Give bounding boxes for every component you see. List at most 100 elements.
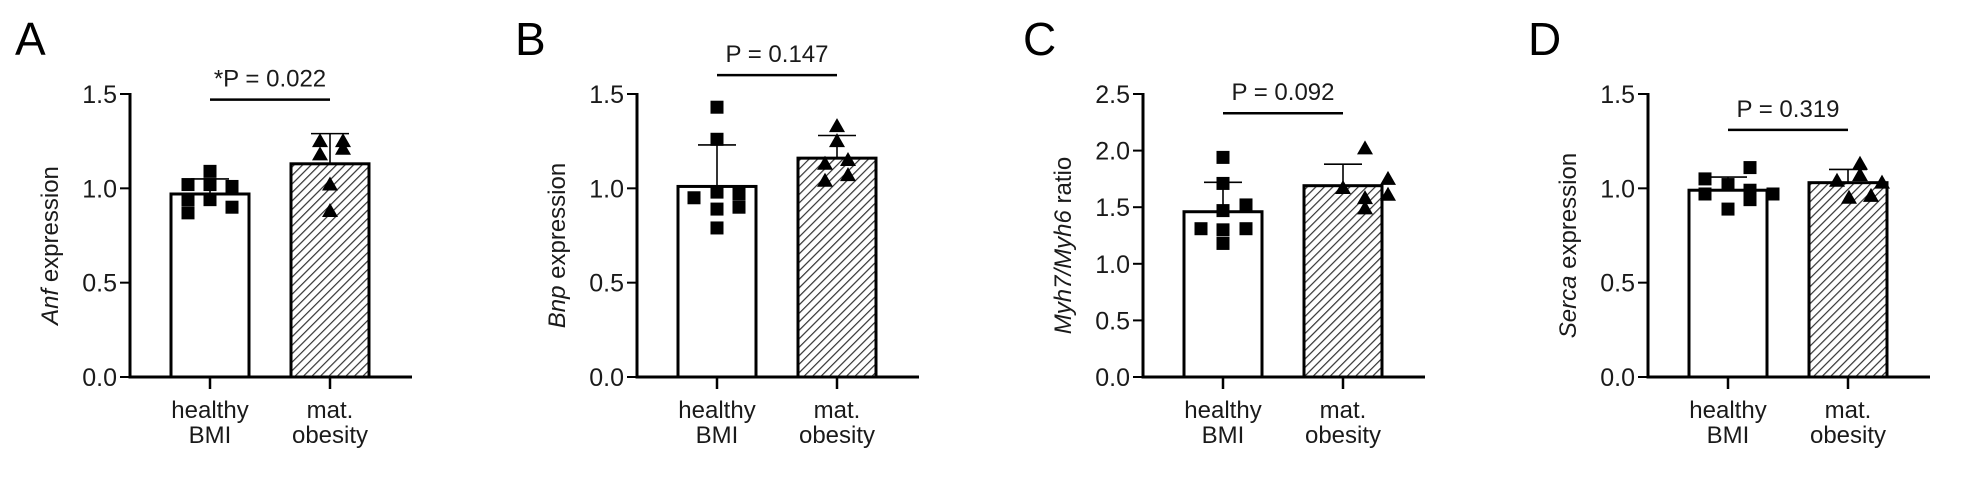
y-tick-label: 1.5 (1095, 194, 1130, 222)
y-tick-label: 1.0 (1600, 175, 1635, 203)
panel-c: C 0.0 0.5 1.0 1.5 2.0 2.5 Myh7/Myh6 ratio health… (1023, 13, 1425, 449)
data-point-triangle (1335, 179, 1351, 194)
data-point-square (710, 185, 724, 199)
data-point-triangle (1357, 140, 1373, 155)
data-point-triangle (840, 152, 856, 167)
data-point-square (181, 206, 195, 220)
y-tick-label: 1.5 (1600, 81, 1635, 109)
data-point-triangle (817, 172, 833, 187)
x-category-label: mat. (814, 397, 861, 424)
data-point-square (1216, 176, 1230, 190)
y-axis-label-unit: ratio (1050, 157, 1077, 210)
data-point-square (1698, 172, 1712, 186)
x-category-label: mat. (1825, 397, 1872, 424)
data-point-triangle (322, 202, 338, 217)
data-point-square (181, 178, 195, 192)
data-point-square (710, 221, 724, 235)
panel-letter: B (515, 13, 546, 65)
bar-mat-obesity (1302, 184, 1384, 379)
data-point-square (1721, 202, 1735, 216)
p-value-label: P = 0.092 (1232, 79, 1335, 106)
x-category-label: mat. (1320, 397, 1367, 424)
panel-letter: C (1023, 13, 1056, 65)
x-category-label: healthy (171, 397, 248, 424)
data-point-triangle (829, 133, 845, 148)
y-tick-label: 2.0 (1095, 138, 1130, 166)
data-point-triangle (1852, 155, 1868, 170)
data-point-triangle (1380, 170, 1396, 185)
data-point-square (1743, 193, 1757, 207)
x-category-label: healthy (1689, 397, 1766, 424)
bar-mat-obesity (1807, 181, 1889, 379)
data-point-square (1239, 198, 1253, 212)
panel-letter: D (1528, 13, 1561, 65)
data-point-triangle (312, 146, 328, 161)
x-category-label: mat. (307, 397, 354, 424)
data-point-square (1216, 223, 1230, 237)
y-tick-label: 0.0 (589, 364, 624, 392)
y-tick-label: 1.0 (589, 175, 624, 203)
y-axis-label-unit: expression (544, 163, 571, 286)
data-point-square (203, 193, 217, 207)
data-point-square (710, 202, 724, 216)
y-tick-label: 1.5 (82, 81, 117, 109)
x-category-label: obesity (1305, 422, 1381, 449)
panel-letter: A (15, 13, 46, 65)
x-category-label: BMI (189, 422, 232, 449)
data-point-triangle (817, 155, 833, 170)
data-point-square (732, 187, 746, 201)
data-point-square (203, 164, 217, 178)
data-point-triangle (1357, 200, 1373, 215)
data-point-square (203, 178, 217, 192)
x-category-label: obesity (292, 422, 368, 449)
data-point-triangle (1863, 187, 1879, 202)
data-point-square (225, 200, 239, 214)
bar-mat-obesity (289, 162, 371, 379)
x-category-label: BMI (1707, 422, 1750, 449)
data-point-triangle (312, 133, 328, 148)
y-axis-label: Bnp expression (544, 163, 571, 328)
p-value-label: P = 0.319 (1737, 96, 1840, 123)
data-point-square (710, 100, 724, 114)
y-axis-label-gene: Serca (1555, 276, 1582, 339)
y-axis-label: Anf expression (37, 166, 64, 327)
y-tick-label: 2.5 (1095, 81, 1130, 109)
x-category-label: obesity (1810, 422, 1886, 449)
bar-healthy-bmi (1687, 188, 1769, 379)
y-tick-label: 0.5 (1095, 307, 1130, 335)
x-category-label: BMI (1202, 422, 1245, 449)
data-point-square (1721, 178, 1735, 192)
y-tick-label: 1.5 (589, 81, 624, 109)
data-point-triangle (1852, 167, 1868, 182)
data-point-triangle (1874, 174, 1890, 189)
p-value-label: *P = 0.022 (214, 66, 326, 93)
data-point-triangle (1841, 189, 1857, 204)
data-point-square (1766, 187, 1780, 201)
y-axis-label: Serca expression (1555, 153, 1582, 338)
data-point-triangle (1357, 190, 1373, 205)
data-point-square (1698, 187, 1712, 201)
y-axis-label-unit: expression (1555, 153, 1582, 276)
data-point-square (687, 191, 701, 205)
x-category-label: BMI (696, 422, 739, 449)
y-tick-label: 1.0 (1095, 251, 1130, 279)
data-point-square (1239, 222, 1253, 236)
data-point-triangle (335, 133, 351, 148)
data-point-square (1743, 161, 1757, 175)
data-point-square (1216, 150, 1230, 164)
bar-healthy-bmi (1182, 210, 1264, 379)
x-category-label: obesity (799, 422, 875, 449)
y-axis-label-unit: expression (37, 166, 64, 289)
data-point-square (710, 132, 724, 146)
data-point-square (732, 200, 746, 214)
y-tick-label: 0.0 (82, 364, 117, 392)
bar-mat-obesity (796, 156, 878, 379)
y-tick-label: 1.0 (82, 175, 117, 203)
data-point-triangle (322, 176, 338, 191)
y-axis-label-gene: Myh7/Myh6 (1050, 210, 1077, 335)
x-category-label: healthy (1184, 397, 1261, 424)
